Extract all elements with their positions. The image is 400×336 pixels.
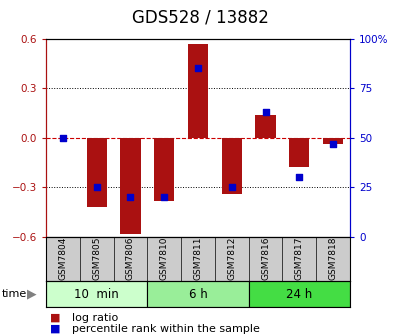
Point <box>296 175 302 180</box>
Text: 10  min: 10 min <box>74 288 119 300</box>
Text: GSM7805: GSM7805 <box>92 237 101 281</box>
Bar <box>249 281 350 307</box>
Text: GSM7806: GSM7806 <box>126 237 135 281</box>
Text: GDS528 / 13882: GDS528 / 13882 <box>132 8 268 27</box>
Bar <box>46 281 147 307</box>
Point <box>94 185 100 190</box>
Text: GSM7817: GSM7817 <box>295 237 304 281</box>
Bar <box>188 44 208 138</box>
Bar <box>289 138 310 168</box>
Text: ■: ■ <box>50 312 60 323</box>
Point <box>195 66 201 71</box>
Text: GSM7812: GSM7812 <box>227 237 236 281</box>
Bar <box>154 138 174 201</box>
Point <box>60 135 66 140</box>
Text: 24 h: 24 h <box>286 288 312 300</box>
Text: ▶: ▶ <box>27 288 37 300</box>
Text: time: time <box>2 289 27 299</box>
Point <box>330 141 336 146</box>
Text: GSM7818: GSM7818 <box>329 237 338 281</box>
Bar <box>86 138 107 207</box>
Text: log ratio: log ratio <box>72 312 118 323</box>
Bar <box>323 138 343 144</box>
Text: GSM7816: GSM7816 <box>261 237 270 281</box>
Point <box>228 185 235 190</box>
Text: ■: ■ <box>50 324 60 334</box>
Point <box>127 195 134 200</box>
Text: 6 h: 6 h <box>189 288 207 300</box>
Text: percentile rank within the sample: percentile rank within the sample <box>72 324 260 334</box>
Bar <box>256 115 276 138</box>
Point <box>262 109 269 115</box>
Text: GSM7804: GSM7804 <box>58 237 67 281</box>
Bar <box>147 281 249 307</box>
Point <box>161 195 168 200</box>
Text: GSM7811: GSM7811 <box>194 237 202 281</box>
Bar <box>222 138 242 194</box>
Bar <box>120 138 140 234</box>
Text: GSM7810: GSM7810 <box>160 237 169 281</box>
